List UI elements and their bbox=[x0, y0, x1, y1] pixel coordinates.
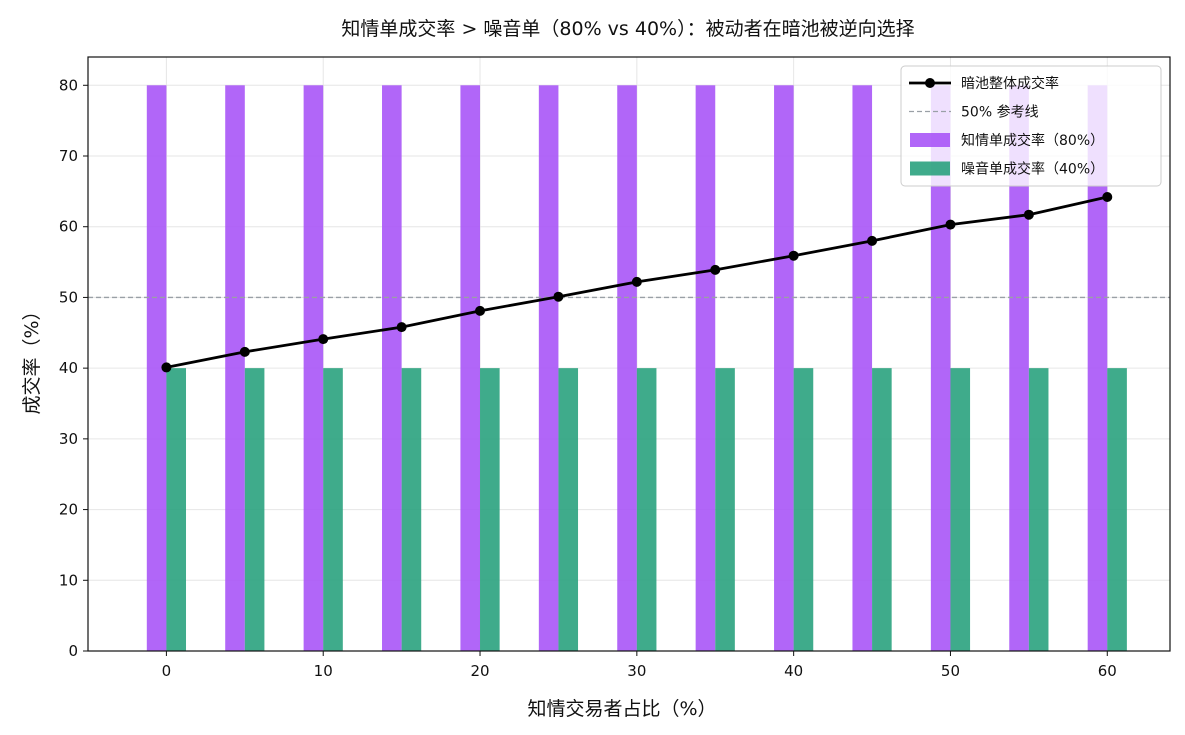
line-series bbox=[161, 192, 1113, 373]
y-axis-ticks: 0 10 20 30 40 50 60 70 80 bbox=[59, 76, 88, 660]
bar bbox=[401, 368, 422, 651]
legend-label: 50% 参考线 bbox=[961, 104, 1039, 121]
bar bbox=[852, 85, 873, 652]
y-tick-label: 60 bbox=[59, 218, 78, 236]
line-point bbox=[867, 235, 878, 246]
x-tick-label: 60 bbox=[1098, 662, 1117, 680]
bar bbox=[558, 368, 579, 651]
line-point bbox=[396, 322, 407, 333]
bar bbox=[1087, 85, 1108, 652]
chart-title: 知情单成交率 > 噪音单（80% vs 40%）：被动者在暗池被逆向选择 bbox=[341, 18, 914, 40]
bar bbox=[480, 368, 500, 651]
legend-label: 暗池整体成交率 bbox=[961, 75, 1059, 92]
y-tick-label: 20 bbox=[59, 501, 78, 519]
line-point bbox=[239, 346, 250, 357]
bar bbox=[636, 368, 657, 651]
line-point bbox=[318, 334, 329, 345]
bar bbox=[166, 368, 187, 651]
line-point bbox=[1102, 192, 1113, 203]
bar bbox=[244, 368, 265, 651]
line-point bbox=[553, 291, 564, 302]
line-point bbox=[788, 250, 799, 261]
y-axis-label: 成交率（%） bbox=[21, 301, 43, 414]
bar bbox=[617, 85, 637, 652]
bar bbox=[695, 85, 716, 652]
line-point bbox=[631, 276, 642, 287]
bar bbox=[950, 368, 971, 651]
legend-label: 噪音单成交率（40%） bbox=[961, 161, 1104, 178]
bar bbox=[538, 85, 559, 652]
bar bbox=[774, 85, 794, 652]
legend-bar-swatch bbox=[910, 161, 950, 176]
bar bbox=[793, 368, 814, 651]
bar bbox=[225, 85, 245, 652]
bar bbox=[323, 368, 343, 651]
line-point bbox=[1023, 209, 1034, 220]
legend-label: 知情单成交率（80%） bbox=[961, 132, 1104, 149]
bar bbox=[1009, 85, 1029, 652]
x-tick-label: 20 bbox=[470, 662, 489, 680]
x-axis-label: 知情交易者占比（%） bbox=[527, 698, 716, 720]
y-tick-label: 70 bbox=[59, 147, 78, 165]
y-tick-label: 80 bbox=[59, 76, 78, 94]
y-tick-label: 40 bbox=[59, 359, 78, 377]
legend-bar-swatch bbox=[910, 133, 950, 147]
y-tick-label: 50 bbox=[59, 288, 78, 306]
line-point bbox=[710, 264, 721, 275]
bar bbox=[872, 368, 892, 651]
y-tick-label: 30 bbox=[59, 430, 78, 448]
bar bbox=[1107, 368, 1127, 651]
legend-box bbox=[900, 65, 1162, 187]
bar bbox=[1028, 368, 1049, 651]
x-axis-ticks: 0 10 20 30 40 50 60 bbox=[162, 651, 1117, 680]
plot-frame bbox=[87, 56, 1171, 652]
x-tick-label: 30 bbox=[627, 662, 646, 680]
bar bbox=[382, 85, 402, 652]
line-point bbox=[945, 219, 956, 230]
line-point bbox=[161, 362, 172, 373]
y-tick-label: 10 bbox=[59, 571, 78, 589]
x-tick-label: 0 bbox=[162, 662, 172, 680]
bar bbox=[715, 368, 735, 651]
x-tick-label: 40 bbox=[784, 662, 803, 680]
x-tick-label: 50 bbox=[941, 662, 960, 680]
y-tick-label: 0 bbox=[68, 642, 78, 660]
legend-marker bbox=[925, 78, 935, 88]
bar bbox=[146, 85, 167, 652]
bar bbox=[460, 85, 481, 652]
bars bbox=[146, 85, 1127, 652]
x-tick-label: 10 bbox=[314, 662, 333, 680]
line-point bbox=[475, 305, 486, 316]
bar bbox=[303, 85, 324, 652]
